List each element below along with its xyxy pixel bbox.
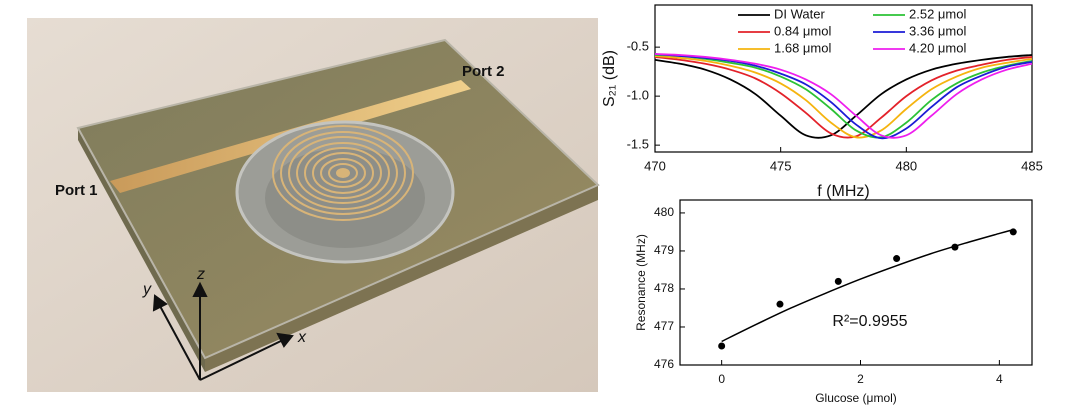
y-tick-label: 477 (654, 319, 674, 333)
spiral-resonator (272, 125, 414, 221)
legend-label: 1.68 μmol (774, 40, 831, 55)
data-point (776, 300, 784, 308)
legend-label: DI Water (774, 6, 825, 21)
y-tick-label: 476 (654, 357, 674, 371)
chart: 470 475 480 485 -1.5 -1.0 -0.5 f (MHz) S₂₁ (dB) D… (601, 4, 1043, 200)
x-axis-label: Glucose (μmol) (815, 391, 897, 405)
y-tick-label: 479 (654, 243, 674, 257)
legend-label: 0.84 μmol (774, 23, 831, 38)
annotation: R²=0.9955 (832, 313, 907, 330)
y-tick-label: -1.0 (627, 88, 649, 103)
series-line (654, 53, 1033, 140)
y-tick-label: 480 (654, 205, 674, 219)
legend-label: 4.20 μmol (909, 40, 966, 55)
illustration: Port 1 Port 2 x y z (27, 18, 600, 392)
axis-letter: x (297, 329, 307, 346)
y-axis-label: S₂₁ (dB) (601, 50, 618, 107)
data-point (1009, 228, 1017, 236)
y-tick-label: -1.5 (627, 137, 649, 152)
plate-side (78, 128, 205, 372)
series-line (654, 54, 1033, 139)
data-point (893, 255, 901, 263)
x-tick-label: 2 (857, 372, 864, 386)
fit-curve (721, 228, 1014, 343)
plate-side (205, 185, 598, 372)
x-tick-label: 485 (1021, 158, 1043, 173)
port-label: Port 1 (55, 182, 98, 199)
legend-label: 3.36 μmol (909, 23, 966, 38)
series-line (654, 55, 1033, 139)
port-label: Port 2 (462, 63, 505, 80)
series-line (654, 53, 1033, 139)
y-axis-label: Resonance (MHz) (634, 234, 648, 331)
plot-frame (679, 199, 1033, 366)
axes-triad (152, 281, 294, 381)
axis-letter: y (142, 281, 152, 298)
x-tick-label: 475 (770, 158, 792, 173)
x-tick-label: 4 (996, 372, 1003, 386)
series-line (654, 56, 1033, 139)
x-tick-label: 480 (895, 158, 917, 173)
x-axis-label: f (MHz) (817, 183, 869, 200)
data-point (718, 342, 726, 350)
chart: 0 2 4 476 477 478 479 480 Glucose (μmol) Resonanc… (634, 199, 1033, 405)
x-tick-label: 470 (644, 158, 666, 173)
y-tick-label: 478 (654, 281, 674, 295)
x-tick-label: 0 (718, 372, 725, 386)
data-point (834, 277, 842, 285)
series-line (654, 54, 1033, 139)
legend-label: 2.52 μmol (909, 6, 966, 21)
y-tick-label: -0.5 (627, 39, 649, 54)
data-point (951, 243, 959, 251)
plot-frame (654, 4, 1033, 153)
axis-letter: z (196, 266, 205, 283)
